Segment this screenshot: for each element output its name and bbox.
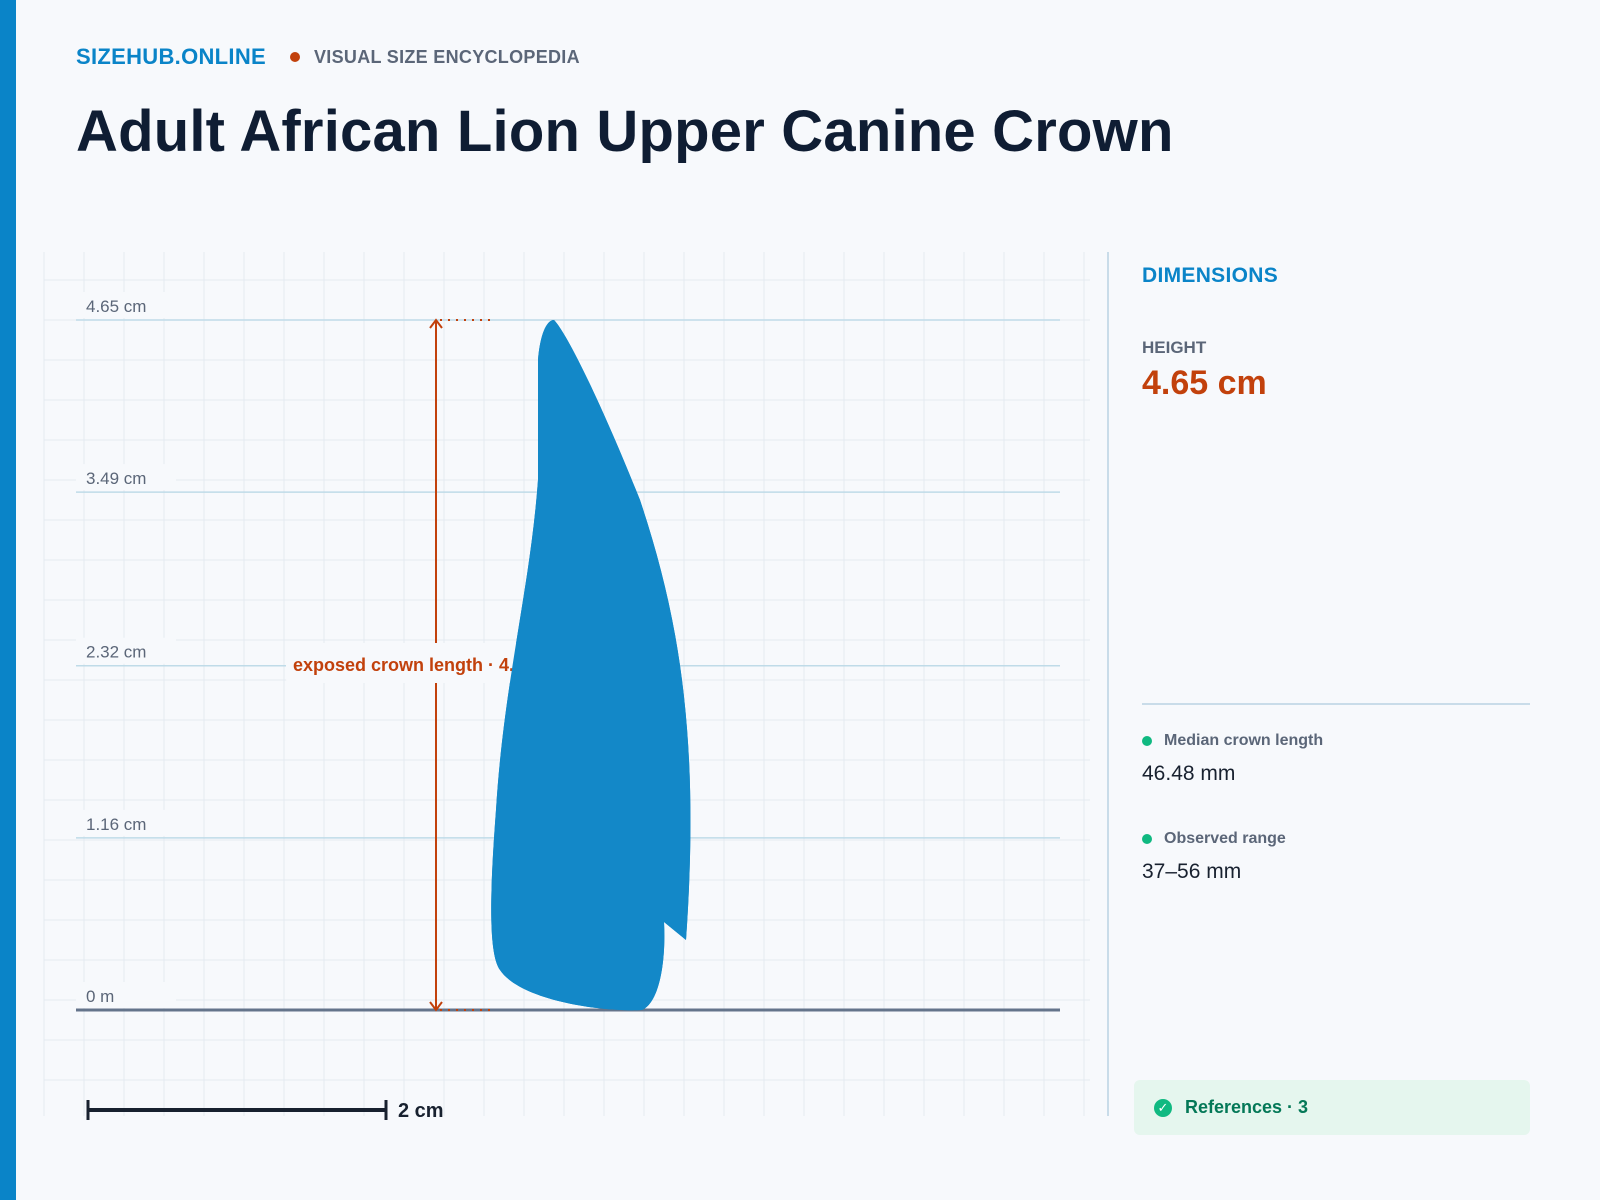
stat-median: Median crown length 46.48 mm	[1142, 732, 1323, 786]
tick-label-background	[76, 809, 176, 836]
check-circle-icon: ✓	[1154, 1098, 1172, 1117]
stat-value: 46.48 mm	[1142, 762, 1236, 785]
stat-range: Observed range 37–56 mm	[1142, 830, 1286, 884]
dimension-label-background	[286, 643, 526, 683]
references-button[interactable]: ✓ References · 3	[1134, 1080, 1530, 1135]
green-dot-icon	[1142, 736, 1152, 746]
tagline: VISUAL SIZE ENCYCLOPEDIA	[314, 46, 580, 67]
accent-bar	[0, 0, 16, 1200]
arrow-up-icon	[429, 318, 443, 329]
site-header: SIZEHUB.ONLINE VISUAL SIZE ENCYCLOPEDIA	[76, 44, 580, 70]
references-label: References · 3	[1185, 1097, 1309, 1117]
scale-bar-label: 2 cm	[398, 1100, 444, 1122]
arrow-down-icon	[429, 1001, 443, 1012]
tick-label-background	[76, 982, 176, 1008]
tick-label: 3.49 cm	[86, 469, 146, 488]
dimensions-panel: DIMENSIONS HEIGHT 4.65 cm Median crown l…	[1142, 264, 1530, 883]
panel-title: DIMENSIONS	[1142, 264, 1279, 287]
canine-tooth-silhouette-overlay	[491, 320, 691, 1011]
tick-label-background	[76, 464, 176, 491]
panel-divider	[1142, 703, 1530, 705]
page-title: Adult African Lion Upper Canine Crown	[76, 99, 1174, 164]
height-value: 4.65 cm	[1142, 364, 1267, 402]
tick-label: 4.65 cm	[86, 297, 146, 316]
brand-link[interactable]: SIZEHUB.ONLINE	[76, 44, 266, 69]
stat-label: Observed range	[1164, 830, 1286, 847]
stat-label: Median crown length	[1164, 732, 1324, 749]
tick-label-background	[76, 637, 176, 664]
tick-label: 1.16 cm	[86, 815, 146, 834]
dimension-label: exposed crown length · 4.	[293, 655, 514, 675]
stat-value: 37–56 mm	[1142, 860, 1242, 883]
green-dot-icon	[1142, 834, 1152, 844]
tick-label: 2.32 cm	[86, 643, 146, 662]
height-label: HEIGHT	[1142, 338, 1207, 357]
tick-label-background	[76, 292, 176, 318]
tick-label: 0 m	[86, 987, 114, 1006]
separator-dot-icon	[290, 52, 300, 62]
